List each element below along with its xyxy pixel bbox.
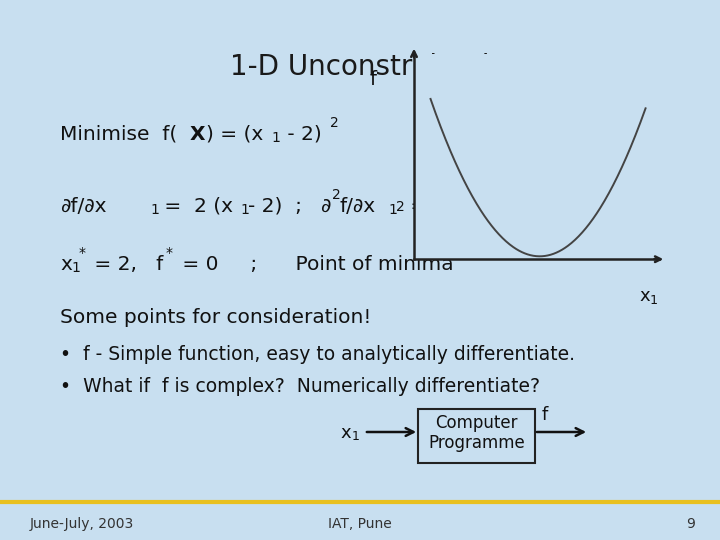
Text: - 2): - 2) [281, 125, 322, 144]
Text: ∂: ∂ [320, 197, 330, 216]
Text: IAT, Pune: IAT, Pune [328, 517, 392, 531]
Text: = 2,   f: = 2, f [88, 255, 163, 274]
Text: *: * [166, 246, 173, 260]
Text: f: f [370, 70, 377, 90]
Text: •  What if  f is complex?  Numerically differentiate?: • What if f is complex? Numerically diff… [60, 377, 540, 396]
Text: 2: 2 [330, 116, 338, 130]
Text: June-July, 2003: June-July, 2003 [30, 517, 134, 531]
Text: = 2: = 2 [404, 197, 446, 216]
Text: =  2 (x: = 2 (x [158, 197, 233, 216]
Text: •  f - Simple function, easy to analytically differentiate.: • f - Simple function, easy to analytica… [60, 345, 575, 364]
Text: 1: 1 [352, 430, 360, 443]
Text: ) = (x: ) = (x [206, 125, 264, 144]
Text: ∂f/∂x: ∂f/∂x [60, 197, 107, 216]
Text: f/∂x: f/∂x [340, 197, 376, 216]
Text: 2: 2 [332, 188, 341, 202]
Text: *: * [79, 246, 86, 260]
Text: x$_1$: x$_1$ [639, 288, 659, 306]
Text: 1: 1 [71, 261, 80, 275]
Text: X: X [190, 125, 205, 144]
Text: Programme: Programme [428, 434, 525, 452]
Text: 9: 9 [686, 517, 695, 531]
Text: 1: 1 [388, 203, 397, 217]
Text: = 0     ;      Point of minima: = 0 ; Point of minima [176, 255, 454, 274]
Text: f: f [542, 406, 548, 424]
FancyArrowPatch shape [366, 428, 413, 436]
FancyArrowPatch shape [537, 428, 583, 436]
Text: x: x [60, 255, 72, 274]
Text: 1: 1 [271, 131, 280, 145]
FancyBboxPatch shape [418, 409, 535, 463]
Text: Computer: Computer [436, 414, 518, 432]
Text: 1-D Unconstrained: 1-D Unconstrained [230, 53, 490, 81]
Text: x: x [340, 424, 351, 442]
Text: 1: 1 [240, 203, 249, 217]
Text: Minimise  f(: Minimise f( [60, 125, 177, 144]
Text: 1: 1 [150, 203, 159, 217]
Text: Some points for consideration!: Some points for consideration! [60, 308, 372, 327]
Text: 2: 2 [396, 200, 405, 214]
Text: - 2)  ;: - 2) ; [248, 197, 302, 216]
